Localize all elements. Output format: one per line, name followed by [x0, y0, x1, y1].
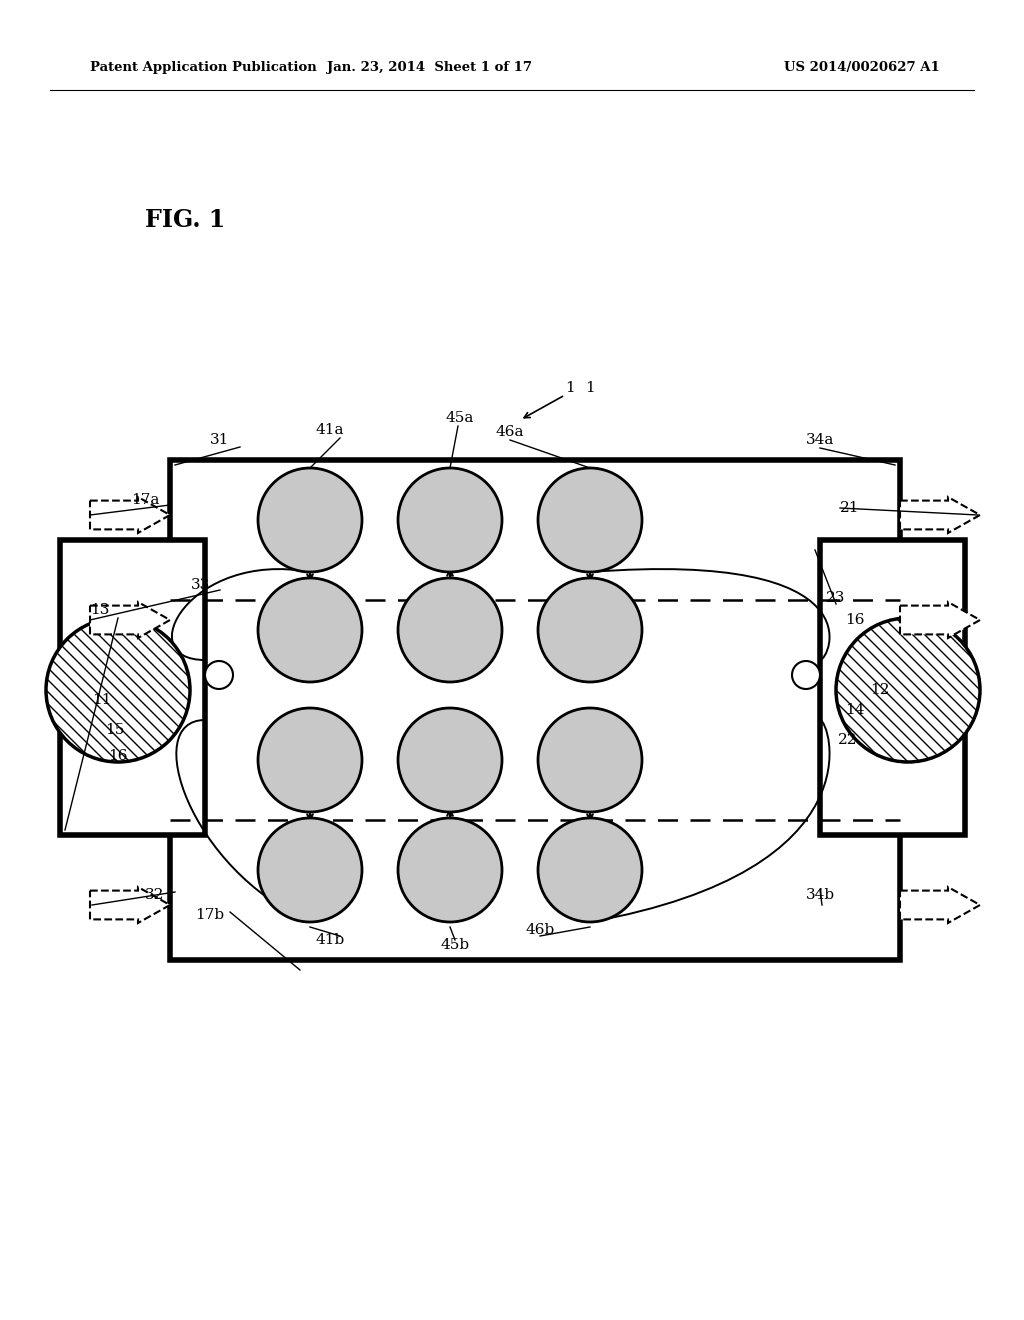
Circle shape	[792, 661, 820, 689]
Text: 11: 11	[92, 693, 112, 708]
Circle shape	[398, 818, 502, 921]
Text: US 2014/0020627 A1: US 2014/0020627 A1	[784, 62, 940, 74]
Text: 31: 31	[210, 433, 229, 447]
Text: 13: 13	[90, 603, 110, 616]
Text: 16: 16	[109, 748, 128, 763]
Circle shape	[836, 618, 980, 762]
Circle shape	[46, 618, 190, 762]
Text: 41b: 41b	[315, 933, 345, 946]
Circle shape	[538, 818, 642, 921]
Text: 23: 23	[826, 591, 846, 605]
Circle shape	[258, 578, 362, 682]
Polygon shape	[90, 498, 170, 533]
Circle shape	[538, 708, 642, 812]
Circle shape	[538, 578, 642, 682]
Text: 16: 16	[845, 612, 864, 627]
Circle shape	[258, 708, 362, 812]
Text: 22: 22	[839, 733, 858, 747]
Text: 32: 32	[145, 888, 165, 902]
Circle shape	[398, 469, 502, 572]
Circle shape	[398, 578, 502, 682]
Text: 1: 1	[585, 381, 595, 395]
Text: 12: 12	[870, 682, 890, 697]
Polygon shape	[900, 498, 980, 533]
Text: Jan. 23, 2014  Sheet 1 of 17: Jan. 23, 2014 Sheet 1 of 17	[328, 62, 532, 74]
Circle shape	[205, 661, 233, 689]
Text: Patent Application Publication: Patent Application Publication	[90, 62, 316, 74]
Polygon shape	[900, 602, 980, 638]
Text: 45b: 45b	[440, 939, 470, 952]
Text: 14: 14	[845, 704, 864, 717]
Bar	[820, 540, 965, 836]
Text: 33: 33	[190, 578, 210, 591]
Polygon shape	[90, 887, 170, 923]
Text: 34b: 34b	[806, 888, 835, 902]
Text: 46b: 46b	[525, 923, 555, 937]
Circle shape	[538, 469, 642, 572]
Text: FIG. 1: FIG. 1	[145, 209, 225, 232]
Bar	[60, 540, 205, 836]
Polygon shape	[90, 602, 170, 638]
Text: 17b: 17b	[196, 908, 224, 921]
Text: 46a: 46a	[496, 425, 524, 440]
Polygon shape	[900, 887, 980, 923]
Text: 45a: 45a	[445, 411, 474, 425]
Circle shape	[258, 818, 362, 921]
Text: 21: 21	[841, 502, 860, 515]
Text: 41a: 41a	[315, 422, 344, 437]
Text: 17a: 17a	[131, 492, 159, 507]
Circle shape	[258, 469, 362, 572]
Bar	[170, 459, 900, 960]
Circle shape	[398, 708, 502, 812]
Text: 1: 1	[565, 381, 574, 395]
Text: 15: 15	[105, 723, 125, 737]
Text: 34a: 34a	[806, 433, 835, 447]
